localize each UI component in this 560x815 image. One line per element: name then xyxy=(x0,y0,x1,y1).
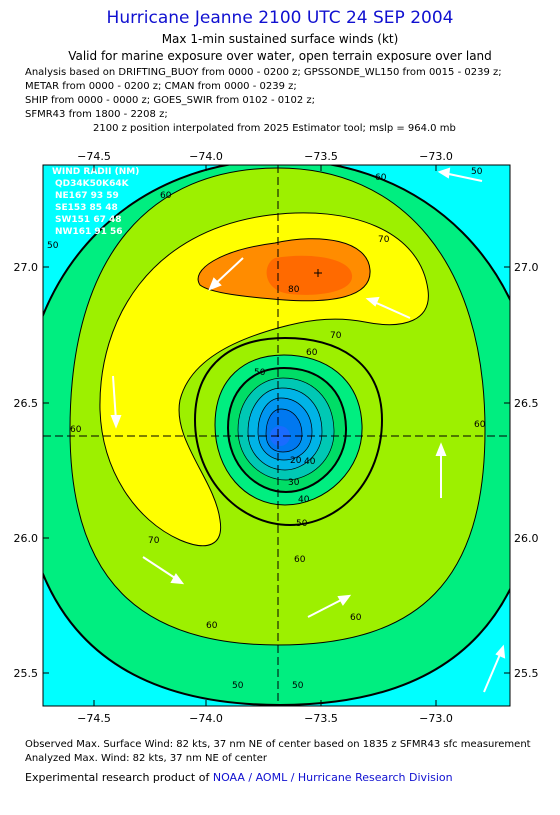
lon-label: −74.0 xyxy=(189,712,223,725)
wind-field-contours: 60 70 80 70 60 50 40 30 20 40 50 60 70 6… xyxy=(43,165,510,706)
analysis-note: METAR from 0000 - 0200 z; CMAN from 0000… xyxy=(25,81,297,92)
contour-label: 60 xyxy=(350,613,362,623)
contour-label: 60 xyxy=(294,555,306,565)
position-note: 2100 z position interpolated from 2025 E… xyxy=(93,123,456,134)
contour-label: 60 xyxy=(306,348,318,358)
contour-label: 50 xyxy=(232,681,244,691)
contour-label: 70 xyxy=(378,235,390,245)
lat-label: 27.0 xyxy=(514,261,539,274)
analysis-note: SFMR43 from 1800 - 2208 z; xyxy=(25,109,168,120)
lat-label: 26.5 xyxy=(14,397,39,410)
subtitle-exposure: Valid for marine exposure over water, op… xyxy=(68,49,492,63)
contour-label: 60 xyxy=(160,191,172,201)
contour-label: 80 xyxy=(288,285,300,295)
lat-label: 25.5 xyxy=(14,667,39,680)
lon-label: −73.5 xyxy=(304,150,338,163)
max-wind-core xyxy=(266,255,353,295)
analysis-note: SHIP from 0000 - 0000 z; GOES_SWIR from … xyxy=(25,95,316,106)
wind-radii-row: NW161 91 56 xyxy=(55,227,123,237)
contour-label: 70 xyxy=(148,536,160,546)
subtitle: Max 1-min sustained surface winds (kt) xyxy=(161,32,399,46)
lat-label: 26.0 xyxy=(514,532,539,545)
wind-radii-title: WIND RADII (NM) xyxy=(52,167,139,177)
lon-label: −74.5 xyxy=(77,150,111,163)
lon-label: −73.5 xyxy=(304,712,338,725)
longitude-labels-bottom: −74.5 −74.0 −73.5 −73.0 xyxy=(77,712,453,725)
eye-core xyxy=(270,426,290,446)
contour-label: 50 xyxy=(254,368,266,378)
contour-label: 60 xyxy=(70,425,82,435)
contour-label: 60 xyxy=(375,173,387,183)
contour-label: 30 xyxy=(288,478,300,488)
lon-label: −73.0 xyxy=(419,150,453,163)
credit-organization-link[interactable]: NOAA / AOML / Hurricane Research Divisio… xyxy=(212,771,453,784)
wind-radii-row: SE153 85 48 xyxy=(55,203,118,213)
page-title: Hurricane Jeanne 2100 UTC 24 SEP 2004 xyxy=(106,8,454,28)
contour-label: 40 xyxy=(298,495,310,505)
lat-label: 25.5 xyxy=(514,667,539,680)
contour-value-labels: 60 70 80 70 60 50 40 30 20 40 50 60 70 6… xyxy=(47,167,486,691)
analyzed-max-wind: Analyzed Max. Wind: 82 kts, 37 nm NE of … xyxy=(25,753,267,764)
contour-label: 50 xyxy=(47,241,59,251)
contour-label: 50 xyxy=(292,681,304,691)
plot-frame xyxy=(42,164,511,707)
wind-radii-row: SW151 67 48 xyxy=(55,215,122,225)
wind-radii-row: NE167 93 59 xyxy=(55,191,119,201)
center-crosshair xyxy=(43,165,510,706)
wind-radii-header: QD34K50K64K xyxy=(55,179,130,189)
contour-label: 60 xyxy=(206,621,218,631)
wind-radii-table: WIND RADII (NM) QD34K50K64K NE167 93 59 … xyxy=(52,167,139,237)
max-wind-marker xyxy=(314,269,322,277)
latitude-labels-left: 27.0 26.5 26.0 25.5 xyxy=(14,261,39,680)
lon-label: −73.0 xyxy=(419,712,453,725)
observed-max-wind: Observed Max. Surface Wind: 82 kts, 37 n… xyxy=(25,739,531,750)
lon-label: −74.0 xyxy=(189,150,223,163)
analysis-note: Analysis based on DRIFTING_BUOY from 000… xyxy=(25,67,502,78)
credit-prefix: Experimental research product of xyxy=(25,771,213,784)
wind-vectors xyxy=(110,167,506,693)
longitude-labels-top: −74.5 −74.0 −73.5 −73.0 xyxy=(77,150,453,163)
latitude-labels-right: 27.0 26.5 26.0 25.5 xyxy=(514,261,539,680)
lon-label: −74.5 xyxy=(77,712,111,725)
contour-label: 50 xyxy=(296,519,308,529)
lat-label: 26.0 xyxy=(14,532,39,545)
credit-line: Experimental research product of NOAA / … xyxy=(25,771,453,784)
contour-label: 60 xyxy=(474,420,486,430)
contour-label: 70 xyxy=(330,331,342,341)
lat-label: 27.0 xyxy=(14,261,39,274)
lat-label: 26.5 xyxy=(514,397,539,410)
contour-label: 50 xyxy=(471,167,483,177)
contour-label: 40 xyxy=(304,457,316,467)
contour-label: 20 xyxy=(290,456,302,466)
axis-ticks xyxy=(43,165,510,706)
